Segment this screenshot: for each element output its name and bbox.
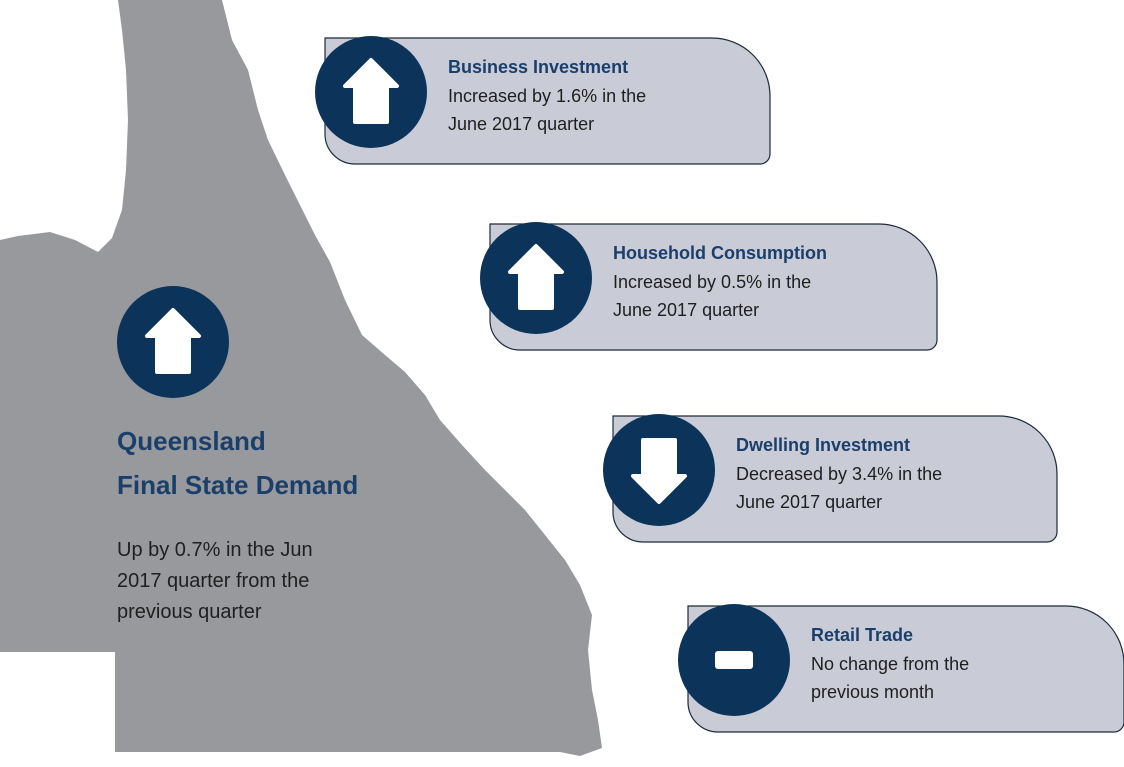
- indicator-title: Retail Trade: [811, 625, 914, 645]
- indicator-title: Household Consumption: [613, 243, 827, 263]
- indicator-title: Dwelling Investment: [736, 435, 911, 455]
- up-arrow: [343, 58, 399, 124]
- indicator-title: Business Investment: [448, 57, 629, 77]
- indicator-card: [324, 37, 771, 165]
- up-arrow: [508, 244, 564, 310]
- up-arrow: [145, 308, 201, 374]
- down-arrow: [631, 438, 687, 504]
- summary-title: Queensland: [117, 426, 266, 456]
- summary-text: previous quarter: [117, 601, 262, 623]
- indicator-text: Increased by 0.5% in the: [613, 272, 812, 292]
- minus-sign: [715, 651, 753, 669]
- summary-text: Up by 0.7% in the Jun: [117, 539, 313, 561]
- indicator-text: No change from the: [811, 654, 970, 674]
- indicator-text: June 2017 quarter: [613, 300, 760, 320]
- indicator-text: June 2017 quarter: [448, 114, 595, 134]
- indicator-card: [612, 415, 1058, 543]
- indicator-text: previous month: [811, 682, 935, 702]
- indicator-text: June 2017 quarter: [736, 492, 883, 512]
- indicator-text: Increased by 1.6% in the: [448, 86, 647, 106]
- summary-text: 2017 quarter from the: [117, 570, 310, 592]
- queensland-map: [0, 0, 602, 756]
- summary-title: Final State Demand: [117, 470, 359, 500]
- indicator-card: [489, 223, 938, 351]
- indicator-text: Decreased by 3.4% in the: [736, 464, 943, 484]
